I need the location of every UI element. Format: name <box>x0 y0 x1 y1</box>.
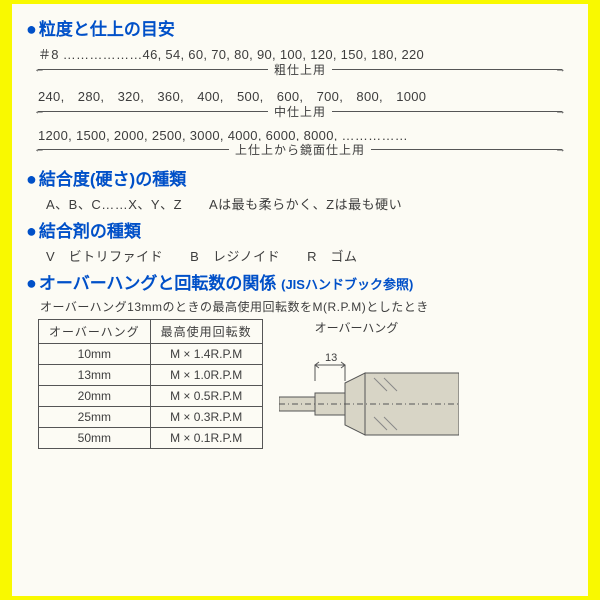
range-label-1: 粗仕上用 <box>268 61 332 78</box>
table-cell: 13mm <box>39 365 151 386</box>
table-cell: M × 0.1R.P.M <box>150 428 262 449</box>
section-title-overhang: ●オーバーハングと回転数の関係 (JISハンドブック参照) <box>26 269 574 294</box>
bullet-icon: ● <box>26 169 37 189</box>
dim-text: 13 <box>325 352 337 364</box>
diagram-caption: オーバーハング <box>315 319 459 336</box>
title-text: 結合剤の種類 <box>39 222 141 241</box>
table-cell: 10mm <box>39 344 151 365</box>
arrow-right-icon: → <box>555 63 566 75</box>
table-cell: M × 0.3R.P.M <box>150 407 262 428</box>
table-row: 13mmM × 1.0R.P.M <box>39 365 263 386</box>
overhang-table: オーバーハング 最高使用回転数 10mmM × 1.4R.P.M 13mmM ×… <box>38 319 263 449</box>
title-sub: (JISハンドブック参照) <box>281 277 413 292</box>
range-label-3: 上仕上から鏡面仕上用 <box>229 141 371 158</box>
table-row: 25mmM × 0.3R.P.M <box>39 407 263 428</box>
table-cell: 20mm <box>39 386 151 407</box>
range-bar-3: ← 上仕上から鏡面仕上用 → <box>38 144 562 162</box>
arrow-right-icon: → <box>555 105 566 117</box>
overhang-row: オーバーハング 最高使用回転数 10mmM × 1.4R.P.M 13mmM ×… <box>38 319 574 473</box>
section-title-grit: ●粒度と仕上の目安 <box>26 15 574 40</box>
title-text: オーバーハングと回転数の関係 <box>39 274 277 293</box>
bullet-icon: ● <box>26 221 37 241</box>
hardness-body: A、B、C……X、Y、Z Aは最も柔らかく、Zは最も硬い <box>46 194 574 213</box>
overhang-diagram: 13 <box>279 338 459 468</box>
table-cell: M × 0.5R.P.M <box>150 386 262 407</box>
table-row: 20mmM × 0.5R.P.M <box>39 386 263 407</box>
arrow-right-icon: → <box>555 143 566 155</box>
range-label-2: 中仕上用 <box>268 103 332 120</box>
bullet-icon: ● <box>26 273 37 293</box>
section-title-bond: ●結合剤の種類 <box>26 217 574 242</box>
table-header: 最高使用回転数 <box>150 320 262 344</box>
range-bar-1: ← 粗仕上用 → <box>38 64 562 82</box>
table-row: オーバーハング 最高使用回転数 <box>39 320 263 344</box>
title-text: 結合度(硬さ)の種類 <box>39 170 186 189</box>
range-bar-2: ← 中仕上用 → <box>38 106 562 124</box>
bullet-icon: ● <box>26 19 37 39</box>
bond-body: V ビトリファイド B レジノイド R ゴム <box>46 246 574 265</box>
table-row: 10mmM × 1.4R.P.M <box>39 344 263 365</box>
table-cell: M × 1.0R.P.M <box>150 365 262 386</box>
overhang-intro: オーバーハング13mmのときの最高使用回転数をM(R.P.M)としたとき <box>40 298 574 315</box>
section-title-hardness: ●結合度(硬さ)の種類 <box>26 165 574 190</box>
table-cell: 25mm <box>39 407 151 428</box>
title-text: 粒度と仕上の目安 <box>39 20 175 39</box>
overhang-diagram-wrap: オーバーハング 13 <box>279 319 459 473</box>
table-row: 50mmM × 0.1R.P.M <box>39 428 263 449</box>
table-header: オーバーハング <box>39 320 151 344</box>
table-cell: M × 1.4R.P.M <box>150 344 262 365</box>
table-cell: 50mm <box>39 428 151 449</box>
content-panel: ●粒度と仕上の目安 ＃8 ………………46, 54, 60, 70, 80, 9… <box>12 4 588 596</box>
